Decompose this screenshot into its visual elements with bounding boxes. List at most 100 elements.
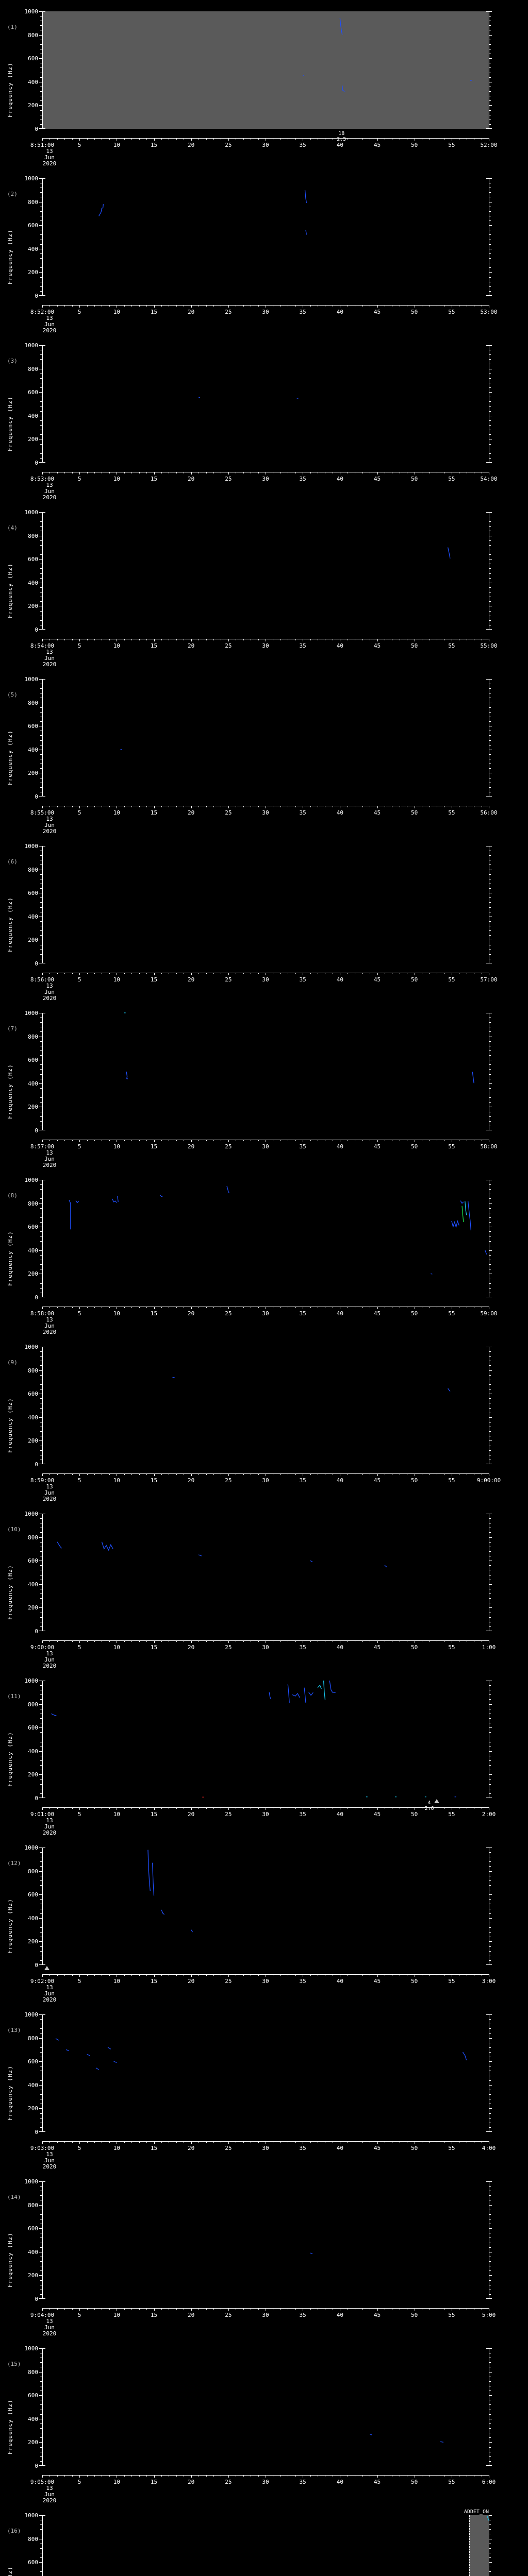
x-tick-minor xyxy=(176,2475,177,2477)
x-tick-minor xyxy=(64,1473,65,1475)
x-tick-minor xyxy=(161,138,162,140)
y-tick-minor xyxy=(489,291,491,292)
x-tick-label: 20 xyxy=(188,1644,195,1651)
plot-area-15[interactable] xyxy=(39,2348,492,2466)
x-tick-minor xyxy=(176,1140,177,1141)
axis-cap xyxy=(486,2348,489,2349)
x-tick-major xyxy=(154,1307,155,1309)
y-tick-label: 400 xyxy=(28,1581,38,1588)
x-tick-major xyxy=(377,1974,378,1977)
plot-area-8[interactable] xyxy=(39,1180,492,1297)
x-tick-major xyxy=(228,138,229,141)
plot-area-10[interactable] xyxy=(39,1514,492,1631)
plot-area-4[interactable] xyxy=(39,512,492,630)
y-axis-title: Frequency (Hz) xyxy=(7,396,13,451)
detection-trace xyxy=(447,547,451,559)
y-tick-minor xyxy=(489,620,491,621)
x-tick-major xyxy=(191,2475,192,2478)
y-tick-label: 800 xyxy=(28,1701,38,1708)
x-tick-major xyxy=(154,973,155,975)
y-tick-minor xyxy=(40,444,42,445)
x-tick-label: 10 xyxy=(113,1310,120,1317)
plot-background xyxy=(42,846,489,963)
axis-cap xyxy=(486,462,489,463)
axis-marker-triangle[interactable] xyxy=(44,1966,50,1970)
x-tick-minor xyxy=(176,2308,177,2310)
x-tick-minor xyxy=(87,472,88,473)
plot-area-7[interactable] xyxy=(39,1012,492,1130)
x-tick-minor xyxy=(213,472,214,473)
plot-area-6[interactable] xyxy=(39,846,492,963)
y-tick-minor xyxy=(40,2080,42,2081)
plot-area-12[interactable] xyxy=(39,1848,492,1965)
panel-number-label: (8) xyxy=(7,1192,18,1199)
x-tick-minor xyxy=(362,2308,363,2310)
date-label: 13 Jun 2020 xyxy=(43,2485,57,2504)
y-tick-minor xyxy=(40,91,42,92)
x-tick-label: 20 xyxy=(188,1978,195,1985)
axis-marker-triangle[interactable] xyxy=(434,1799,439,1803)
plot-area-11[interactable] xyxy=(39,1680,492,1798)
y-tick-minor xyxy=(40,1518,42,1519)
plot-area-5[interactable] xyxy=(39,679,492,796)
y-tick-minor xyxy=(40,1732,42,1733)
x-tick-label: 50 xyxy=(411,1477,418,1484)
plot-panel-8: (8) Frequency (Hz) 0 200 400 600 800 1000 8:58:0… xyxy=(0,1168,528,1335)
y-tick-minor xyxy=(40,100,42,101)
detection-trace xyxy=(304,1687,306,1703)
x-tick-label: 30 xyxy=(262,2479,269,2485)
y-tick-minor xyxy=(489,67,491,69)
date-line: 2020 xyxy=(42,828,57,835)
x-tick-label: 10 xyxy=(113,309,120,315)
x-tick-minor xyxy=(146,138,147,140)
plot-area-9[interactable] xyxy=(39,1347,492,1464)
y-tick-major xyxy=(39,1751,42,1752)
plot-area-2[interactable] xyxy=(39,178,492,296)
detection-trace xyxy=(269,1692,271,1699)
y-tick-minor xyxy=(40,1913,42,1914)
x-tick-label: 40 xyxy=(336,642,343,649)
x-tick-label: 8:56:00 xyxy=(30,976,55,983)
plot-area-13[interactable] xyxy=(39,2014,492,2132)
x-tick-minor xyxy=(124,2141,125,2143)
x-tick-label: 5 xyxy=(77,1644,81,1651)
panel-number-label: (13) xyxy=(7,2027,21,2033)
x-tick-label: 15 xyxy=(150,809,158,816)
y-tick-minor xyxy=(489,387,491,388)
x-tick-minor xyxy=(124,806,125,807)
x-tick-major xyxy=(42,1140,43,1142)
plot-area-16[interactable] xyxy=(39,2515,492,2576)
x-tick-minor xyxy=(72,2308,73,2310)
y-tick-minor xyxy=(489,1217,491,1218)
y-tick-minor xyxy=(40,554,42,555)
y-tick-major xyxy=(39,1894,42,1895)
y-tick-label: 0 xyxy=(35,1795,38,1802)
x-tick-minor xyxy=(243,1473,244,1475)
x-tick-major xyxy=(228,2141,229,2144)
y-tick-minor xyxy=(489,2113,491,2114)
plot-area-1[interactable] xyxy=(39,11,492,129)
x-tick-minor xyxy=(176,1974,177,1976)
y-tick-minor xyxy=(40,359,42,360)
y-tick-label: 600 xyxy=(28,1891,38,1899)
y-tick-label: 0 xyxy=(35,2463,38,2469)
y-tick-minor xyxy=(40,1184,42,1185)
y-tick-minor xyxy=(489,1617,491,1618)
y-tick-minor xyxy=(489,1699,491,1700)
y-tick-major xyxy=(39,462,42,463)
x-tick-minor xyxy=(258,472,259,473)
y-tick-minor xyxy=(40,1760,42,1761)
x-tick-minor xyxy=(64,639,65,640)
y-tick-minor xyxy=(489,1287,491,1289)
y-axis-title: Frequency (Hz) xyxy=(7,2399,13,2454)
axis-cap xyxy=(486,2131,489,2132)
x-tick-minor xyxy=(362,1140,363,1141)
plot-area-14[interactable] xyxy=(39,2181,492,2299)
y-tick-major xyxy=(39,1370,42,1371)
y-tick-major xyxy=(489,2181,492,2182)
y-tick-minor xyxy=(489,545,491,546)
plot-area-3[interactable] xyxy=(39,345,492,463)
y-axis-title: Frequency (Hz) xyxy=(7,1064,13,1119)
x-tick-minor xyxy=(94,472,95,473)
x-tick-minor xyxy=(64,973,65,974)
